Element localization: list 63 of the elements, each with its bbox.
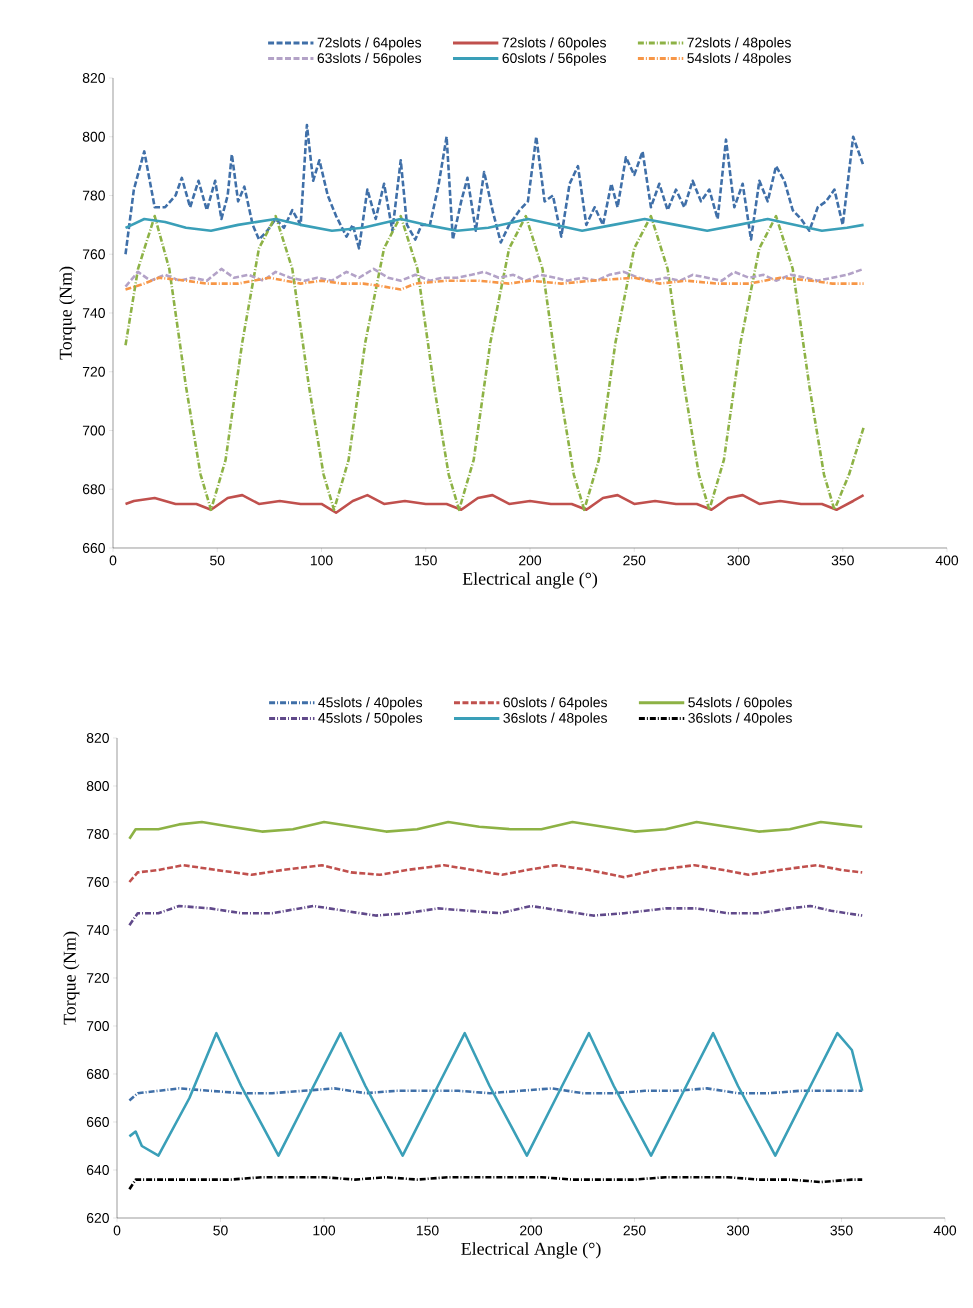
- line-series: [128, 863, 864, 884]
- legend-label: 45slots / 50poles: [318, 712, 423, 726]
- x-tick-label: 300: [727, 555, 750, 566]
- x-tick-label: 350: [830, 1225, 853, 1236]
- line-series: [124, 276, 865, 291]
- y-tick-label: 720: [86, 973, 109, 983]
- legend-label: 60slots / 56poles: [502, 52, 606, 66]
- x-tick-label: 200: [519, 555, 542, 566]
- legend-label: 54slots / 48poles: [687, 52, 791, 66]
- x-tick-label: 300: [726, 1225, 750, 1236]
- legend-label: 36slots / 48poles: [503, 712, 607, 726]
- x-tick-label: 250: [623, 1225, 646, 1236]
- y-tick-label: 740: [82, 308, 105, 318]
- x-axis-title: Electrical angle (°): [462, 572, 598, 589]
- y-tick-label: 660: [82, 543, 105, 553]
- line-series: [128, 820, 864, 841]
- line-series: [124, 123, 865, 256]
- legend-label: 63slots / 56poles: [317, 52, 422, 66]
- legend-label: 72slots / 48poles: [687, 37, 791, 51]
- legend-label: 54slots / 60poles: [688, 697, 792, 711]
- x-tick-label: 100: [313, 1225, 336, 1236]
- line-series: [124, 493, 865, 515]
- x-tick-label: 100: [310, 555, 333, 566]
- y-tick-label: 680: [86, 1069, 109, 1079]
- legend-label: 45slots / 40poles: [318, 697, 423, 711]
- x-tick-label: 250: [623, 555, 646, 566]
- y-tick-label: 700: [86, 1021, 109, 1031]
- x-tick-label: 150: [416, 1225, 439, 1236]
- y-axis-title: Torque (Nm): [63, 931, 80, 1025]
- x-tick-label: 400: [935, 555, 959, 566]
- y-tick-label: 760: [82, 249, 105, 260]
- y-tick-label: 800: [86, 781, 109, 791]
- y-tick-label: 800: [82, 131, 105, 142]
- y-tick-label: 740: [86, 925, 109, 935]
- y-tick-label: 620: [86, 1213, 109, 1223]
- x-tick-label: 200: [520, 1225, 543, 1236]
- legend-label: 60slots / 64poles: [503, 697, 607, 711]
- legend-label: 72slots / 64poles: [317, 37, 422, 51]
- y-tick-label: 820: [82, 73, 105, 83]
- x-tick-label: 50: [210, 555, 225, 566]
- y-tick-label: 680: [82, 484, 105, 495]
- x-tick-label: 0: [109, 555, 117, 566]
- line-series: [124, 267, 865, 288]
- x-tick-label: 0: [113, 1225, 121, 1236]
- x-tick-label: 50: [213, 1225, 228, 1236]
- x-tick-label: 400: [933, 1225, 957, 1236]
- y-axis-title: Torque (Nm): [59, 266, 76, 360]
- x-tick-label: 150: [415, 555, 437, 566]
- y-tick-label: 780: [86, 829, 109, 839]
- y-tick-label: 700: [82, 425, 105, 436]
- x-tick-label: 350: [831, 555, 854, 566]
- line-series: [128, 1031, 864, 1157]
- y-tick-label: 820: [86, 733, 109, 743]
- y-tick-label: 780: [82, 190, 105, 201]
- line-series: [124, 214, 865, 512]
- legend-label: 72slots / 60poles: [502, 37, 606, 51]
- legend-label: 36slots / 40poles: [688, 712, 792, 726]
- y-tick-label: 760: [86, 877, 109, 887]
- y-tick-label: 720: [82, 366, 105, 377]
- y-tick-label: 640: [86, 1165, 109, 1175]
- y-tick-label: 660: [86, 1117, 109, 1127]
- x-axis-title: Electrical Angle (°): [461, 1242, 601, 1259]
- line-series: [128, 904, 864, 927]
